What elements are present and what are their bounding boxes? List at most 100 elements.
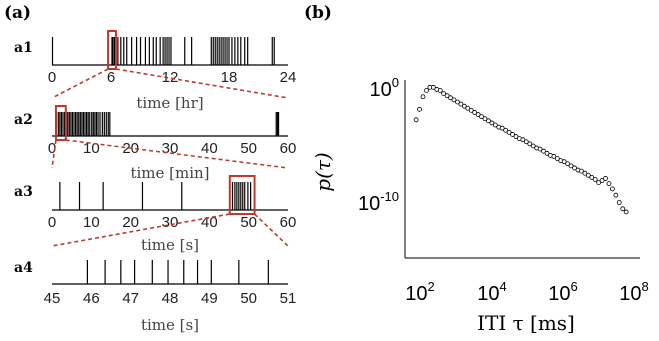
point-34 [530, 143, 536, 149]
tick-a3-3: 30 [162, 214, 179, 231]
tick-a2-3: 30 [162, 140, 179, 157]
zoom-box-a1 [107, 30, 117, 70]
zoom-line-left-3 [51, 213, 230, 247]
tick-a4-6: 51 [280, 290, 297, 307]
zoom-connectors [51, 68, 289, 247]
tick-a2-6: 60 [280, 140, 297, 157]
point-13 [458, 101, 464, 107]
point-17 [472, 110, 478, 115]
point-56 [606, 181, 612, 187]
point-26 [503, 127, 509, 133]
scatter-points [413, 84, 629, 215]
tick-a3-6: 60 [280, 214, 297, 231]
point-20 [482, 116, 488, 122]
point-53 [596, 180, 602, 186]
point-45 [568, 163, 574, 169]
point-11 [451, 97, 457, 103]
point-51 [589, 174, 595, 180]
tick-a2-1: 10 [83, 140, 100, 157]
row-label-a2: a2 [14, 112, 33, 128]
x-axis-label-b: ITI τ [ms] [477, 311, 575, 335]
point-54 [599, 178, 605, 183]
point-23 [492, 122, 498, 128]
point-50 [585, 172, 591, 178]
y-tick-1: 10-10 [358, 189, 399, 215]
zoom-box-a2 [54, 105, 67, 141]
point-18 [475, 112, 481, 117]
tick-a1-0: 0 [48, 69, 56, 86]
tick-a4-1: 46 [83, 290, 100, 307]
point-60 [620, 206, 626, 212]
y-tick-label-0: 100 [370, 75, 399, 101]
point-31 [520, 137, 526, 143]
point-41 [554, 156, 560, 161]
tick-a2-5: 50 [240, 140, 257, 157]
tick-a1-1: 6 [107, 69, 115, 86]
row-label-a3: a3 [14, 184, 33, 200]
point-36 [537, 146, 543, 152]
tick-a3-2: 20 [122, 214, 139, 231]
tick-a4-0: 45 [44, 290, 61, 307]
y-tick-0: 100 [370, 75, 399, 101]
point-59 [616, 200, 622, 205]
point-0 [413, 117, 419, 123]
point-22 [489, 120, 495, 126]
raster-a3: a3 0 10 20 30 40 50 60 time [s] [14, 175, 297, 254]
point-15 [465, 105, 471, 111]
raster-a1: a1 0 6 12 18 24 time [hr] [14, 30, 297, 112]
point-43 [561, 159, 567, 165]
ticks-a4: 45 46 47 48 49 50 51 [44, 290, 297, 307]
tick-a1-4: 24 [280, 69, 297, 86]
point-33 [527, 141, 533, 147]
tick-a2-0: 0 [48, 140, 56, 157]
zoom-box-a3 [228, 175, 256, 215]
tick-a3-5: 50 [240, 214, 257, 231]
point-38 [544, 150, 550, 156]
point-12 [455, 99, 460, 105]
point-7 [437, 88, 443, 93]
zoom-line-right-1 [115, 68, 289, 99]
marks-a4 [86, 260, 269, 284]
point-16 [468, 107, 474, 113]
zoom-line-right-3 [254, 213, 289, 247]
marks-a1 [51, 30, 275, 70]
x-tick-label-2: 106 [548, 279, 577, 305]
point-21 [486, 118, 491, 124]
point-44 [565, 161, 571, 167]
point-27 [506, 129, 512, 135]
point-3 [424, 88, 429, 93]
tick-a1-3: 18 [221, 69, 238, 86]
row-label-a4: a4 [14, 260, 33, 276]
point-2 [420, 94, 426, 100]
tick-a2-4: 40 [201, 140, 218, 157]
ticks-a1: 0 6 12 18 24 [48, 69, 297, 86]
x-tick-label-1: 104 [477, 279, 506, 305]
marks-a2 [54, 105, 280, 141]
raster-a4: a4 45 46 47 48 49 50 51 time [s] [14, 260, 296, 334]
x-tick-label-3: 108 [619, 279, 648, 305]
tick-a4-2: 47 [122, 290, 139, 307]
point-14 [461, 103, 467, 109]
zoom-line-left-2 [51, 139, 57, 169]
point-48 [579, 168, 584, 174]
ticks-a3: 0 10 20 30 40 50 60 [48, 214, 297, 231]
tick-a3-1: 10 [83, 214, 100, 231]
xlabel-a1: time [hr] [136, 94, 203, 112]
point-8 [441, 91, 447, 97]
point-61 [623, 209, 629, 215]
point-49 [582, 170, 588, 176]
marks-a3 [59, 175, 256, 215]
y-tick-label-1: 10-10 [358, 189, 399, 215]
xlabel-a2: time [min] [130, 164, 209, 182]
tick-a4-4: 49 [201, 290, 218, 307]
point-58 [613, 192, 619, 198]
row-label-a1: a1 [14, 40, 33, 56]
point-46 [572, 165, 577, 171]
point-52 [592, 177, 598, 182]
point-32 [523, 139, 529, 145]
tick-a3-0: 0 [48, 214, 56, 231]
point-28 [510, 132, 515, 137]
